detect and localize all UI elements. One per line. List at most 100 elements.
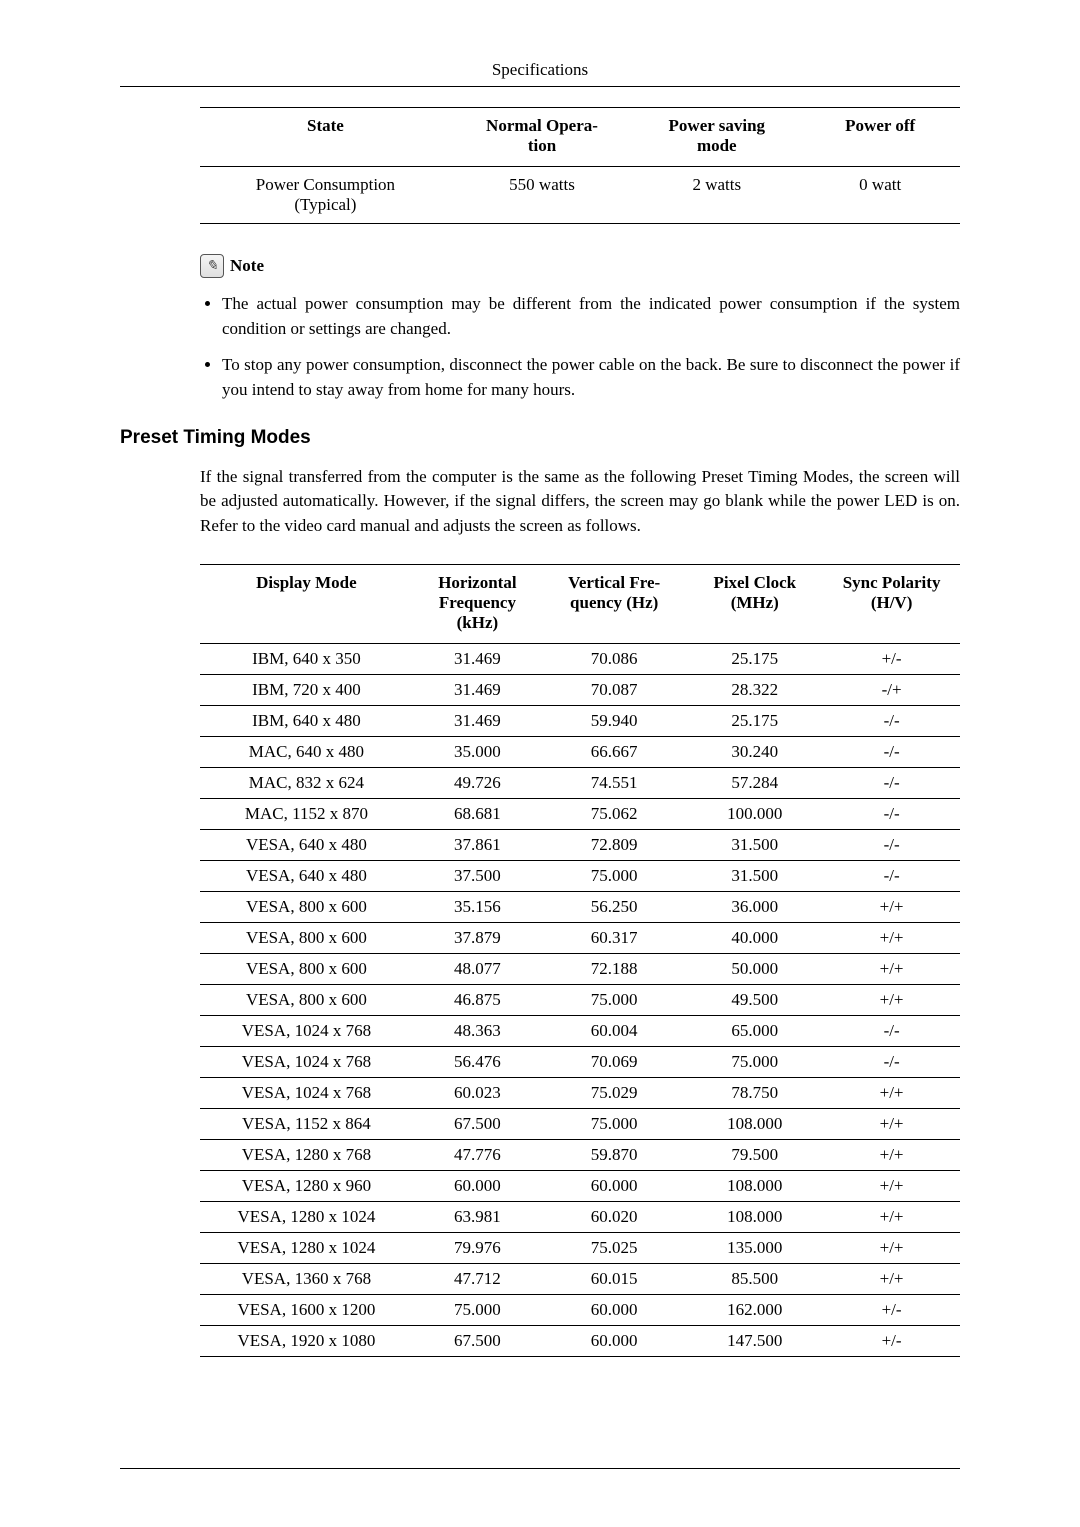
table-header-row: Display Mode Horizontal Frequency (kHz) … xyxy=(200,565,960,644)
power-header-off: Power off xyxy=(800,108,960,167)
timing-cell: 28.322 xyxy=(686,675,823,706)
note-list: The actual power consumption may be diff… xyxy=(200,292,960,403)
footer-rule xyxy=(120,1468,960,1469)
timing-cell: 147.500 xyxy=(686,1326,823,1357)
table-row: VESA, 640 x 48037.86172.80931.500-/- xyxy=(200,830,960,861)
timing-cell: -/+ xyxy=(823,675,960,706)
timing-cell: -/- xyxy=(823,1016,960,1047)
timing-cell: 48.077 xyxy=(413,954,542,985)
table-row: VESA, 800 x 60037.87960.31740.000+/+ xyxy=(200,923,960,954)
timing-cell: 162.000 xyxy=(686,1295,823,1326)
timing-cell: IBM, 720 x 400 xyxy=(200,675,413,706)
timing-cell: 67.500 xyxy=(413,1326,542,1357)
timing-cell: 75.000 xyxy=(413,1295,542,1326)
timing-cell: 47.712 xyxy=(413,1264,542,1295)
header-rule xyxy=(120,86,960,87)
timing-header-clock: Pixel Clock (MHz) xyxy=(686,565,823,644)
timing-cell: VESA, 1280 x 1024 xyxy=(200,1202,413,1233)
table-row: VESA, 1024 x 76856.47670.06975.000-/- xyxy=(200,1047,960,1078)
table-row: Power Consumption (Typical) 550 watts 2 … xyxy=(200,167,960,224)
timing-cell: 36.000 xyxy=(686,892,823,923)
timing-cell: 68.681 xyxy=(413,799,542,830)
timing-cell: -/- xyxy=(823,861,960,892)
timing-cell: 74.551 xyxy=(542,768,686,799)
table-row: VESA, 1280 x 96060.00060.000108.000+/+ xyxy=(200,1171,960,1202)
timing-cell: +/+ xyxy=(823,1078,960,1109)
timing-cell: 31.469 xyxy=(413,675,542,706)
timing-cell: 60.317 xyxy=(542,923,686,954)
timing-cell: +/+ xyxy=(823,1109,960,1140)
timing-cell: 37.861 xyxy=(413,830,542,861)
timing-cell: 75.025 xyxy=(542,1233,686,1264)
timing-cell: 40.000 xyxy=(686,923,823,954)
timing-cell: 65.000 xyxy=(686,1016,823,1047)
timing-cell: 79.500 xyxy=(686,1140,823,1171)
table-row: VESA, 1600 x 120075.00060.000162.000+/- xyxy=(200,1295,960,1326)
timing-cell: 60.000 xyxy=(542,1326,686,1357)
timing-cell: 108.000 xyxy=(686,1109,823,1140)
timing-cell: +/- xyxy=(823,1295,960,1326)
timing-cell: 56.250 xyxy=(542,892,686,923)
table-row: VESA, 1280 x 102463.98160.020108.000+/+ xyxy=(200,1202,960,1233)
power-header-normal: Normal Opera- tion xyxy=(451,108,633,167)
timing-cell: 25.175 xyxy=(686,644,823,675)
timing-cell: 79.976 xyxy=(413,1233,542,1264)
timing-cell: 70.087 xyxy=(542,675,686,706)
timing-cell: VESA, 1024 x 768 xyxy=(200,1047,413,1078)
timing-cell: 37.500 xyxy=(413,861,542,892)
list-item: The actual power consumption may be diff… xyxy=(222,292,960,341)
timing-cell: VESA, 800 x 600 xyxy=(200,985,413,1016)
timing-cell: -/- xyxy=(823,768,960,799)
table-row: MAC, 1152 x 87068.68175.062100.000-/- xyxy=(200,799,960,830)
table-row: IBM, 640 x 35031.46970.08625.175+/- xyxy=(200,644,960,675)
power-header-state: State xyxy=(200,108,451,167)
timing-cell: VESA, 1152 x 864 xyxy=(200,1109,413,1140)
content-area: State Normal Opera- tion Power saving mo… xyxy=(120,107,960,1357)
note-label: Note xyxy=(230,256,264,276)
timing-cell: 31.469 xyxy=(413,706,542,737)
timing-cell: VESA, 1024 x 768 xyxy=(200,1016,413,1047)
timing-cell: +/- xyxy=(823,644,960,675)
timing-cell: 60.004 xyxy=(542,1016,686,1047)
table-row: MAC, 640 x 48035.00066.66730.240-/- xyxy=(200,737,960,768)
timing-cell: 37.879 xyxy=(413,923,542,954)
power-header-saving: Power saving mode xyxy=(633,108,800,167)
timing-cell: 35.000 xyxy=(413,737,542,768)
section-intro: If the signal transferred from the compu… xyxy=(200,465,960,539)
table-row: VESA, 1024 x 76860.02375.02978.750+/+ xyxy=(200,1078,960,1109)
timing-cell: 49.500 xyxy=(686,985,823,1016)
timing-cell: 70.086 xyxy=(542,644,686,675)
timing-cell: +/+ xyxy=(823,1233,960,1264)
timing-cell: 67.500 xyxy=(413,1109,542,1140)
table-row: VESA, 800 x 60035.15656.25036.000+/+ xyxy=(200,892,960,923)
timing-cell: 72.809 xyxy=(542,830,686,861)
table-row: VESA, 1280 x 102479.97675.025135.000+/+ xyxy=(200,1233,960,1264)
timing-cell: +/+ xyxy=(823,1264,960,1295)
timing-modes-table: Display Mode Horizontal Frequency (kHz) … xyxy=(200,564,960,1357)
timing-cell: +/+ xyxy=(823,1202,960,1233)
timing-cell: VESA, 1280 x 960 xyxy=(200,1171,413,1202)
timing-cell: 25.175 xyxy=(686,706,823,737)
timing-cell: 75.000 xyxy=(542,861,686,892)
timing-cell: 31.469 xyxy=(413,644,542,675)
timing-cell: 108.000 xyxy=(686,1202,823,1233)
timing-cell: 85.500 xyxy=(686,1264,823,1295)
timing-header-vfreq: Vertical Fre- quency (Hz) xyxy=(542,565,686,644)
note-icon: ✎ xyxy=(200,254,224,278)
timing-cell: 66.667 xyxy=(542,737,686,768)
timing-cell: 75.062 xyxy=(542,799,686,830)
timing-cell: 75.000 xyxy=(542,1109,686,1140)
timing-cell: 49.726 xyxy=(413,768,542,799)
timing-cell: MAC, 832 x 624 xyxy=(200,768,413,799)
timing-cell: 63.981 xyxy=(413,1202,542,1233)
timing-cell: 75.000 xyxy=(542,985,686,1016)
timing-cell: 70.069 xyxy=(542,1047,686,1078)
table-row: MAC, 832 x 62449.72674.55157.284-/- xyxy=(200,768,960,799)
timing-cell: VESA, 1024 x 768 xyxy=(200,1078,413,1109)
timing-cell: 60.000 xyxy=(413,1171,542,1202)
timing-cell: 60.020 xyxy=(542,1202,686,1233)
timing-cell: -/- xyxy=(823,737,960,768)
timing-cell: 100.000 xyxy=(686,799,823,830)
timing-cell: 75.000 xyxy=(686,1047,823,1078)
timing-cell: 78.750 xyxy=(686,1078,823,1109)
